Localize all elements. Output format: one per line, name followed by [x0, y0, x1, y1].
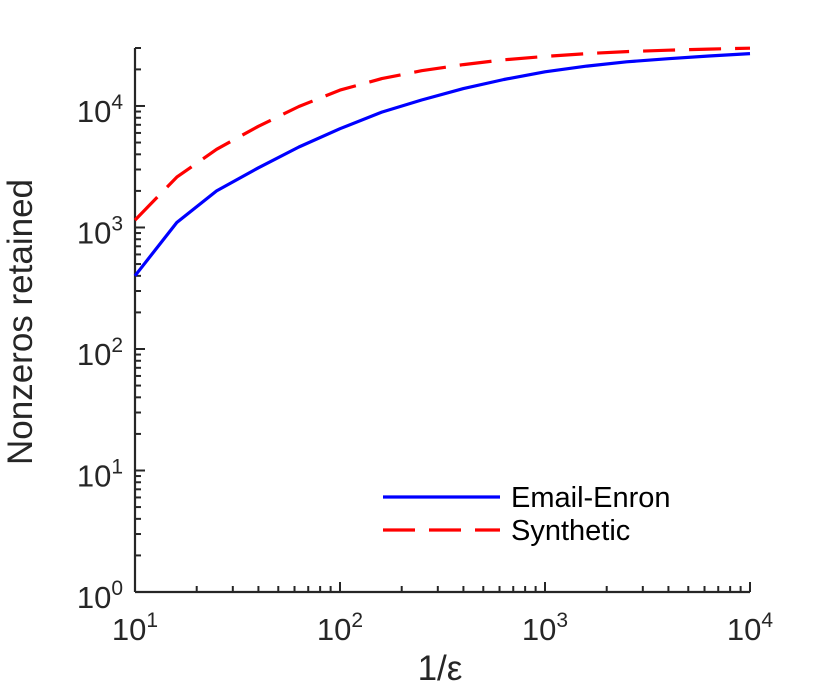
legend-label-email-enron: Email-Enron [511, 482, 671, 514]
y-tick-label: 101 [77, 455, 123, 493]
series-line-email-enron [133, 52, 751, 277]
series-line-synthetic [133, 46, 751, 222]
y-tick-label: 100 [77, 577, 123, 615]
y-tick-label: 103 [77, 212, 123, 250]
legend-label-synthetic: Synthetic [511, 515, 630, 547]
series-lines [133, 46, 751, 277]
x-tick-label: 101 [112, 609, 158, 647]
y-axis-label: Nonzeros retained [1, 179, 40, 465]
x-tick-label: 104 [727, 609, 773, 647]
y-tick-label: 104 [77, 91, 123, 129]
x-tick-label: 103 [522, 609, 568, 647]
x-tick-label: 102 [317, 609, 363, 647]
legend: Email-Enron Synthetic [383, 482, 671, 547]
tick-marks [134, 47, 751, 593]
axes [133, 48, 750, 594]
x-axis-label: 1/ε [418, 649, 463, 688]
y-tick-label: 102 [77, 334, 123, 372]
